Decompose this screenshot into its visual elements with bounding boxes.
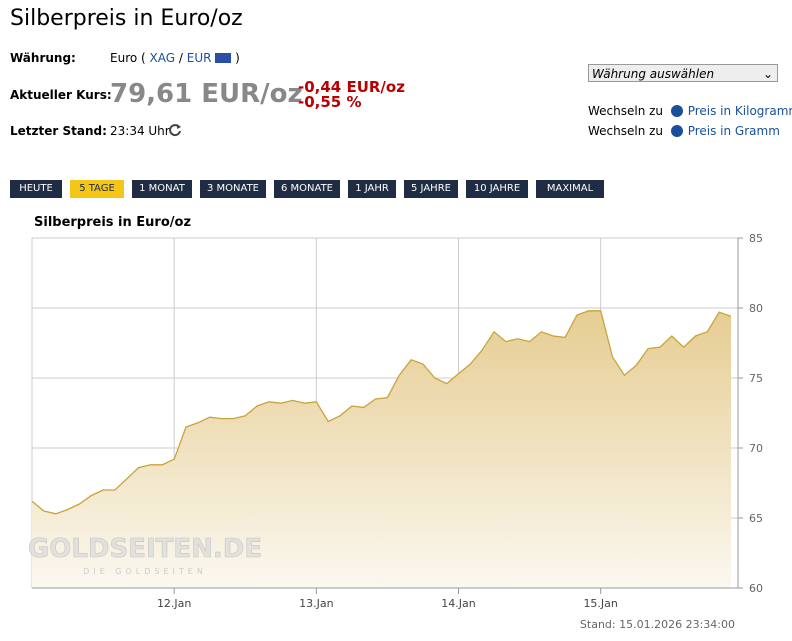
currency-label: Währung:: [10, 51, 76, 65]
page-title: Silberpreis in Euro/oz: [10, 6, 243, 31]
range-button[interactable]: 3 MONATE: [200, 180, 266, 198]
x-tick-label: 12.Jan: [157, 597, 191, 610]
range-button[interactable]: HEUTE: [10, 180, 62, 198]
currency-prefix: Euro (: [110, 51, 146, 65]
change-pct: -0,55 %: [298, 93, 362, 111]
currency: Euro ( XAG / EUR ): [110, 51, 240, 65]
range-button[interactable]: 6 MONATE: [274, 180, 340, 198]
price-line: [31, 310, 732, 515]
watermark-sub: DIE GOLDSEITEN: [83, 567, 207, 576]
price: 79,61 EUR/oz: [110, 79, 303, 109]
time: 23:34 Uhr: [110, 124, 170, 138]
range-button[interactable]: 5 TAGE: [70, 180, 124, 198]
chart-title: Silberpreis in Euro/oz: [34, 215, 191, 230]
y-tick-label: 70: [749, 442, 763, 455]
x-tick-label: 14.Jan: [441, 597, 475, 610]
x-tick-label: 15.Jan: [583, 597, 617, 610]
y-tick-label: 60: [749, 582, 763, 595]
range-button[interactable]: MAXIMAL: [536, 180, 604, 198]
chart-footer: Stand: 15.01.2026 23:34:00: [580, 618, 735, 631]
switch-link-row: Wechseln zu Preis in Kilogramm: [588, 104, 792, 118]
switch-link-row: Wechseln zu Preis in Gramm: [588, 124, 780, 138]
y-tick-label: 80: [749, 302, 763, 315]
currency-suffix: ): [235, 51, 240, 65]
range-button[interactable]: 1 MONAT: [132, 180, 192, 198]
separator: /: [178, 51, 183, 65]
refresh-icon[interactable]: [168, 123, 182, 137]
price-label: Aktueller Kurs:: [10, 88, 112, 102]
time-label: Letzter Stand:: [10, 124, 107, 138]
y-tick-label: 75: [749, 372, 763, 385]
area-fill: [32, 310, 731, 588]
chart: Silberpreis in Euro/oz 60 65 70 75 80 85 12.Ja…: [28, 215, 763, 631]
switch-prefix: Wechseln zu: [588, 124, 664, 138]
currency-link[interactable]: EUR: [186, 51, 212, 65]
switch-link[interactable]: Preis in Kilogramm: [687, 104, 792, 118]
switch-link[interactable]: Preis in Gramm: [687, 124, 780, 138]
x-tick-label: 13.Jan: [299, 597, 333, 610]
watermark: GOLDSEITEN.DE: [28, 534, 262, 564]
y-tick-label: 85: [749, 232, 763, 245]
y-tick-label: 65: [749, 512, 763, 525]
range-button[interactable]: 1 JAHR: [348, 180, 396, 198]
currency-link[interactable]: XAG: [149, 51, 176, 65]
eu-flag: [215, 53, 232, 63]
switch-prefix: Wechseln zu: [588, 104, 664, 118]
range-button[interactable]: 5 JAHRE: [404, 180, 458, 198]
change-abs: -0,44 EUR/oz: [298, 78, 405, 96]
range-button[interactable]: 10 JAHRE: [466, 180, 528, 198]
currency-select[interactable]: Währung auswählen ⌄: [588, 64, 778, 82]
select-text: Währung auswählen: [592, 67, 715, 81]
